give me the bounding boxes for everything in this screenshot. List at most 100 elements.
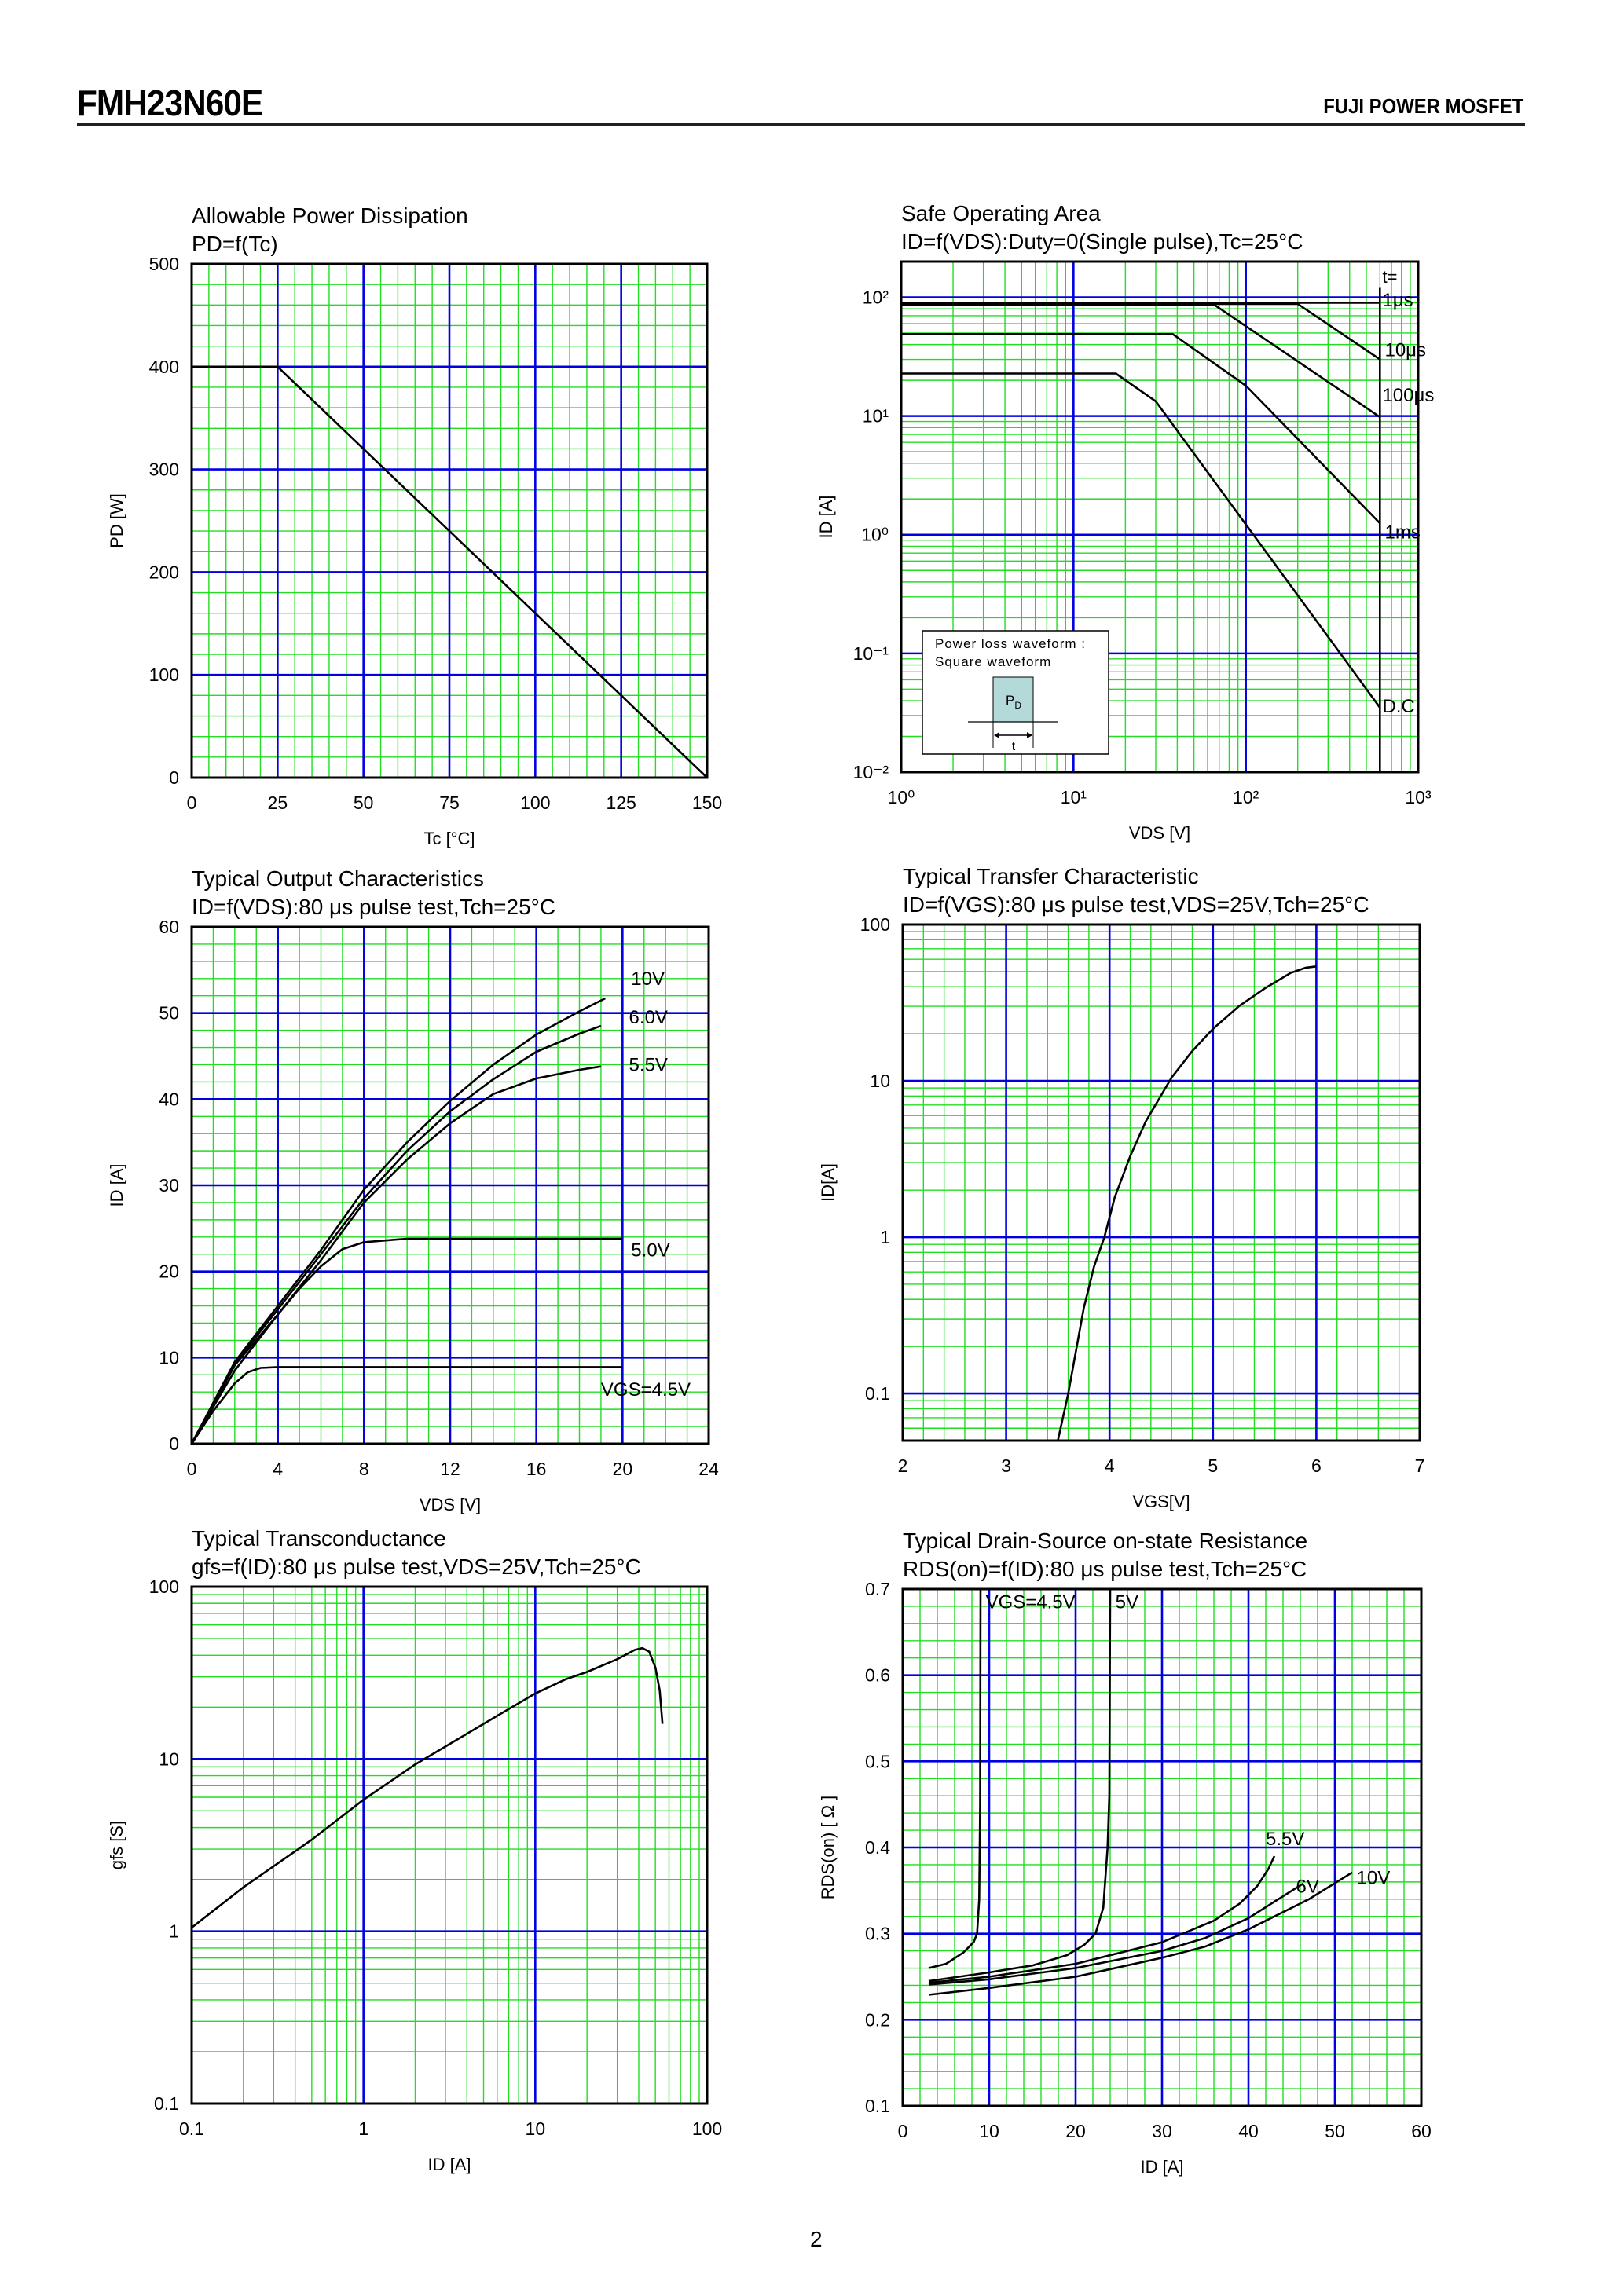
series-line-VGS4.5V — [190, 1366, 623, 1445]
series-line — [192, 365, 708, 778]
x-tick-label: 6 — [1311, 1456, 1322, 1476]
y-tick-label: 0.4 — [865, 1837, 890, 1858]
y-tick-label: 0.6 — [865, 1665, 890, 1686]
x-tick-label: 10¹ — [1061, 787, 1087, 807]
y-tick-label: 10² — [863, 287, 889, 307]
y-tick-label: 0.3 — [865, 1924, 890, 1944]
x-tick-label: 7 — [1415, 1456, 1425, 1476]
series-label: 5V — [1116, 1591, 1138, 1613]
series-label: 1μs — [1382, 290, 1413, 311]
series-line-10V — [928, 1871, 1353, 1996]
y-axis-label: PD [W] — [107, 493, 126, 548]
y-tick-label: 1 — [169, 1921, 179, 1942]
y-tick-label: 0 — [169, 767, 179, 788]
x-tick-label: 150 — [692, 793, 722, 813]
y-axis-label: gfs [S] — [107, 1821, 126, 1869]
pulse-subscript: D — [1014, 700, 1021, 711]
x-tick-label: 8 — [359, 1459, 369, 1479]
y-axis-label: ID [A] — [107, 1163, 126, 1207]
x-tick-label: 25 — [268, 793, 288, 813]
x-tick-label: 3 — [1001, 1456, 1011, 1476]
y-tick-label: 10 — [159, 1347, 179, 1368]
x-axis-label: VDS [V] — [420, 1495, 481, 1514]
series-label: 10V — [1357, 1867, 1391, 1888]
x-tick-label: 10² — [1233, 787, 1259, 807]
y-tick-label: 10⁻¹ — [853, 643, 889, 664]
y-tick-label: 0 — [169, 1434, 179, 1454]
x-tick-label: 10³ — [1405, 787, 1432, 807]
x-tick-label: 100 — [692, 2118, 722, 2139]
y-tick-label: 10⁻² — [853, 762, 889, 782]
part-number: FMH23N60E — [77, 82, 263, 123]
chart-subtitle: ID=f(VGS):80 μs pulse test,VDS=25V,Tch=2… — [903, 892, 1369, 917]
x-tick-label: 0 — [187, 1459, 197, 1479]
inset-line2: Square waveform — [935, 654, 1051, 669]
x-tick-label: 4 — [273, 1459, 283, 1479]
x-tick-label: 0 — [187, 793, 197, 813]
series-label: VGS=4.5V — [601, 1379, 691, 1401]
major-grid — [901, 923, 1421, 1441]
chart-2: Typical Output Characteristics ID=f(VDS):… — [107, 866, 719, 1514]
y-tick-label: 10 — [870, 1071, 890, 1091]
x-tick-label: 4 — [1105, 1456, 1115, 1476]
x-tick-label: 50 — [354, 793, 374, 813]
chart-5: Typical Drain-Source on-state Resistance… — [818, 1529, 1432, 2177]
page-number: 2 — [810, 2227, 823, 2251]
y-tick-label: 400 — [149, 357, 179, 377]
series-label: 10V — [631, 969, 665, 990]
series-line — [191, 1646, 664, 1929]
y-tick-label: 40 — [159, 1089, 179, 1109]
x-tick-label: 16 — [526, 1459, 547, 1479]
chart-title: Allowable Power Dissipation — [192, 203, 468, 228]
series-line-10V — [190, 997, 606, 1445]
series-label: 10μs — [1384, 340, 1426, 361]
y-tick-label: 20 — [159, 1262, 179, 1282]
y-tick-label: 0.1 — [865, 1383, 890, 1404]
x-tick-label: 50 — [1325, 2121, 1345, 2141]
arrowhead-left-icon — [994, 732, 999, 738]
y-tick-label: 10⁰ — [861, 525, 889, 545]
arrowhead-right-icon — [1027, 732, 1032, 738]
x-tick-label: 10⁰ — [888, 787, 915, 807]
y-tick-label: 0.1 — [865, 2096, 890, 2116]
x-tick-label: 2 — [898, 1456, 908, 1476]
series-label: 100μs — [1382, 385, 1434, 406]
series-label: 6V — [1296, 1876, 1319, 1897]
series-line-6.0V — [190, 1024, 602, 1445]
x-tick-label: 30 — [1152, 2121, 1172, 2141]
major-grid — [190, 925, 710, 1445]
brand-label: FUJI POWER MOSFET — [1322, 94, 1523, 118]
chart-title: Safe Operating Area — [901, 201, 1101, 225]
series-line-100s — [901, 304, 1381, 418]
chart-subtitle: PD=f(Tc) — [192, 232, 278, 256]
y-tick-label: 60 — [159, 917, 179, 937]
x-tick-label: 10 — [979, 2121, 999, 2141]
header-rule — [77, 123, 1525, 126]
series-label: 5.5V — [629, 1054, 668, 1075]
y-tick-label: 10 — [159, 1749, 179, 1769]
chart-0: Allowable Power Dissipation PD=f(Tc) 0 25 50… — [107, 203, 722, 848]
chart-subtitle: ID=f(VDS):Duty=0(Single pulse),Tc=25°C — [901, 229, 1303, 254]
minor-grid — [902, 924, 1421, 1441]
series-line-6V — [928, 1883, 1303, 1986]
chart-title: Typical Output Characteristics — [192, 866, 484, 891]
series-line-D.C. — [901, 372, 1381, 709]
series-line-VGS4.5V — [928, 1588, 982, 1969]
plot-frame — [901, 1587, 1423, 2107]
chart-3: Typical Transfer Characteristic ID=f(VGS)… — [818, 864, 1424, 1511]
chart-subtitle: gfs=f(ID):80 μs pulse test,VDS=25V,Tch=2… — [192, 1554, 641, 1579]
x-tick-label: 10 — [526, 2118, 546, 2139]
inset-line1: Power loss waveform : — [935, 636, 1086, 651]
y-tick-label: 30 — [159, 1175, 179, 1196]
x-tick-label: 0 — [898, 2121, 908, 2141]
y-tick-label: 50 — [159, 1003, 179, 1023]
chart-subtitle: RDS(on)=f(ID):80 μs pulse test,Tch=25°C — [903, 1557, 1307, 1581]
x-tick-label: 0.1 — [179, 2118, 204, 2139]
x-tick-label: 20 — [1065, 2121, 1086, 2141]
y-tick-label: 0.7 — [865, 1579, 890, 1599]
chart-4: Typical Transconductance gfs=f(ID):80 μs … — [107, 1526, 722, 2174]
x-tick-label: 24 — [698, 1459, 719, 1479]
series-label: 1ms — [1384, 522, 1420, 544]
